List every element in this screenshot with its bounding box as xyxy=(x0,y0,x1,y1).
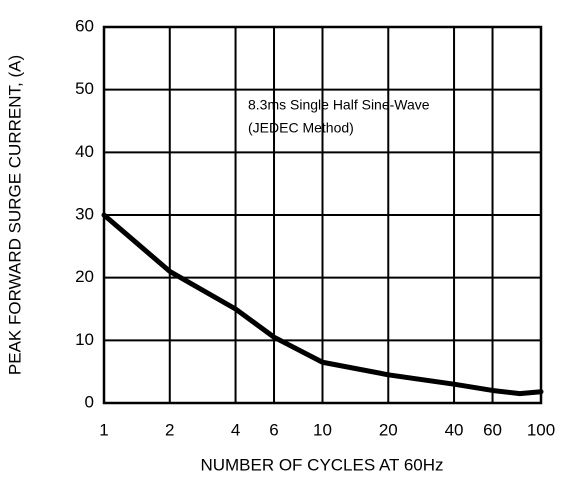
x-tick-label: 1 xyxy=(99,420,108,439)
y-axis-label: PEAK FORWARD SURGE CURRENT, (A) xyxy=(5,55,24,375)
y-tick-label: 60 xyxy=(75,16,94,35)
x-tick-label: 60 xyxy=(483,420,502,439)
y-tick-label: 10 xyxy=(75,330,94,349)
x-tick-label: 40 xyxy=(445,420,464,439)
x-tick-label: 2 xyxy=(165,420,174,439)
annotation: 8.3ms Single Half Sine-Wave xyxy=(248,97,430,113)
annotation: (JEDEC Method) xyxy=(248,120,354,136)
x-tick-label: 20 xyxy=(379,420,398,439)
x-tick-label: 4 xyxy=(231,420,240,439)
x-tick-label: 6 xyxy=(269,420,278,439)
y-tick-label: 0 xyxy=(85,392,94,411)
x-tick-label: 10 xyxy=(313,420,332,439)
y-tick-label: 40 xyxy=(75,142,94,161)
x-tick-label: 100 xyxy=(527,420,555,439)
y-tick-label: 50 xyxy=(75,79,94,98)
y-tick-label: 20 xyxy=(75,267,94,286)
curve xyxy=(101,212,544,397)
x-axis-label: NUMBER OF CYCLES AT 60Hz xyxy=(200,455,443,474)
y-tick-label: 30 xyxy=(75,204,94,223)
